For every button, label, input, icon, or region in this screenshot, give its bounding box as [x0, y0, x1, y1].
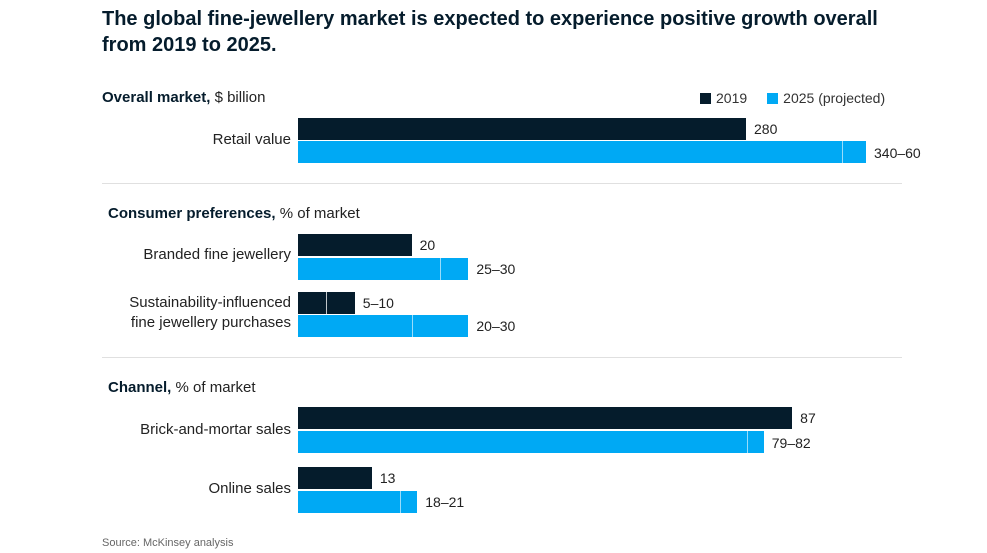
section-header-overall-market: Overall market, $ billion	[102, 89, 265, 107]
bar-2019-sustainability-influenced	[298, 292, 355, 314]
section-unit: % of market	[175, 379, 256, 396]
bar-2019-online-sales	[298, 467, 372, 489]
section-title: Overall market,	[102, 89, 211, 106]
value-label-2019-branded-fine-jewellery: 20	[419, 237, 436, 253]
bar-2025-brick-and-mortar-sales	[298, 431, 764, 453]
legend-swatch-2019	[700, 92, 711, 104]
range-split-marker	[842, 141, 843, 163]
value-label-2025-sustainability-influenced: 20–30	[476, 318, 516, 334]
section-divider	[102, 183, 902, 184]
legend-label-2025: 2025 (projected)	[783, 90, 886, 106]
value-label-2025-brick-and-mortar-sales: 79–82	[771, 435, 811, 451]
section-title: Consumer preferences,	[108, 205, 276, 222]
value-label-2019-sustainability-influenced: 5–10	[362, 295, 394, 311]
range-split-marker	[326, 292, 328, 314]
value-label-2019-online-sales: 13	[379, 470, 396, 486]
value-label-2025-retail-value: 340–60	[874, 145, 921, 161]
legend-swatch-2025	[767, 92, 779, 104]
legend-item-2025: 2025 (projected)	[767, 90, 885, 106]
range-split-marker	[400, 491, 402, 513]
category-label-line-2: fine jewellery purchases	[130, 314, 291, 331]
bar-2019-branded-fine-jewellery	[298, 234, 412, 256]
value-label-2025-branded-fine-jewellery: 25–30	[476, 261, 516, 277]
legend-label-2019: 2019	[716, 90, 748, 106]
value-label-2019-retail-value: 280	[754, 121, 778, 137]
bar-2025-retail-value	[298, 141, 866, 163]
range-split-marker	[411, 315, 413, 337]
chart-title: The global fine-jewellery market is expe…	[102, 8, 878, 56]
bar-2019-brick-and-mortar-sales	[298, 407, 793, 429]
category-label-branded-fine-jewellery: Branded fine jewellery	[143, 246, 291, 263]
category-label-line-1: Sustainability-influenced	[129, 294, 291, 311]
range-split-marker	[746, 431, 748, 453]
bar-2025-online-sales	[298, 491, 418, 513]
source-note: Source: McKinsey analysis	[102, 537, 234, 549]
bar-2025-sustainability-influenced	[298, 315, 469, 337]
category-label-brick-and-mortar-sales: Brick-and-mortar sales	[140, 421, 291, 438]
legend: 2019 2025 (projected)	[700, 90, 885, 106]
category-label-retail-value: Retail value	[212, 131, 291, 148]
value-label-2019-brick-and-mortar-sales: 87	[800, 410, 816, 426]
category-label-sustainability-influenced: Sustainability-influenced fine jewellery…	[129, 293, 291, 333]
bar-2025-branded-fine-jewellery	[298, 258, 469, 280]
section-title: Channel,	[108, 379, 172, 396]
value-label-2025-online-sales: 18–21	[425, 494, 465, 510]
legend-item-2019: 2019	[700, 90, 747, 106]
category-label-online-sales: Online sales	[208, 480, 291, 497]
section-divider	[102, 357, 902, 358]
bar-2019-retail-value	[298, 118, 746, 140]
section-header-channel: Channel, % of market	[108, 379, 256, 397]
section-unit: % of market	[279, 205, 360, 222]
section-header-consumer-preferences: Consumer preferences, % of market	[108, 205, 360, 223]
range-split-marker	[440, 258, 441, 280]
section-unit: $ billion	[214, 89, 266, 106]
